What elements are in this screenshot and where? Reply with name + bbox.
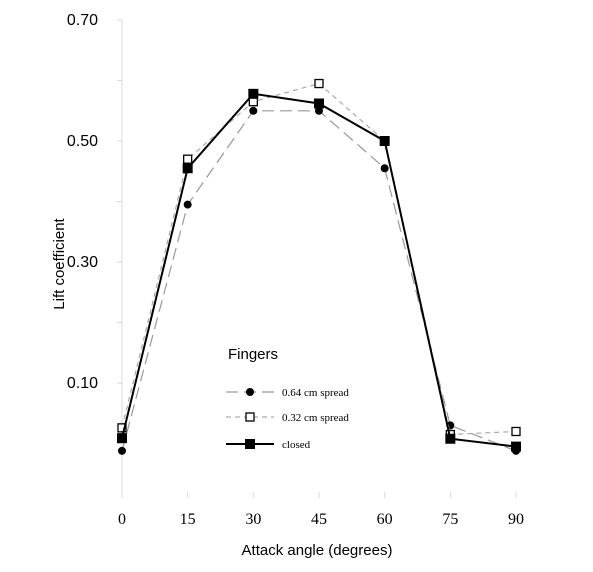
data-point xyxy=(183,154,193,164)
x-tick-label: 15 xyxy=(180,511,196,528)
series-1 xyxy=(118,106,520,455)
legend-entry: closed xyxy=(226,439,311,451)
y-axis-ticks: 0.70 0.50 0.30 0.10 xyxy=(67,12,122,445)
data-point xyxy=(182,163,193,174)
legend-entry: 0.64 cm spread xyxy=(226,387,349,399)
data-point xyxy=(314,98,324,109)
x-tick-label: 60 xyxy=(377,511,393,528)
legend-marker xyxy=(245,439,255,449)
legend-marker xyxy=(245,412,255,422)
data-point xyxy=(379,136,390,147)
legend: Fingers 0.64 cm spread 0.32 cm spread clos… xyxy=(226,346,349,451)
series-2 xyxy=(117,78,521,440)
x-tick-label: 75 xyxy=(442,511,458,528)
x-tick-label: 90 xyxy=(508,511,524,528)
series-3 xyxy=(117,88,521,452)
series-layer xyxy=(117,78,521,455)
data-point xyxy=(511,441,521,452)
x-axis-ticks: 0 15 30 45 60 75 90 xyxy=(118,492,524,528)
series-line xyxy=(121,110,517,452)
x-tick-label: 0 xyxy=(118,511,126,528)
data-point xyxy=(183,200,192,209)
legend-label: closed xyxy=(282,439,311,451)
data-point xyxy=(511,426,521,437)
data-point xyxy=(380,164,389,173)
data-point xyxy=(117,433,127,444)
data-point xyxy=(248,97,258,107)
legend-label: 0.32 cm spread xyxy=(282,412,349,424)
x-tick-label: 45 xyxy=(311,511,327,528)
legend-title: Fingers xyxy=(228,346,278,363)
legend-entry: 0.32 cm spread xyxy=(226,412,349,424)
x-tick-label: 30 xyxy=(245,511,261,528)
data-point xyxy=(314,78,324,89)
data-point xyxy=(445,433,456,444)
data-point xyxy=(248,88,259,99)
y-tick-label: 0.10 xyxy=(67,375,98,392)
data-point xyxy=(249,106,258,115)
legend-marker xyxy=(246,388,254,396)
x-axis-title: Attack angle (degrees) xyxy=(242,542,393,559)
legend-label: 0.64 cm spread xyxy=(282,387,349,399)
data-point xyxy=(118,446,126,455)
y-tick-label: 0.50 xyxy=(67,133,98,150)
data-point xyxy=(315,106,323,115)
y-tick-label: 0.70 xyxy=(67,12,98,29)
series-line xyxy=(121,82,517,436)
y-axis-title: Lift coefficient xyxy=(51,217,68,309)
data-point xyxy=(117,423,127,433)
y-tick-label: 0.30 xyxy=(67,254,98,271)
